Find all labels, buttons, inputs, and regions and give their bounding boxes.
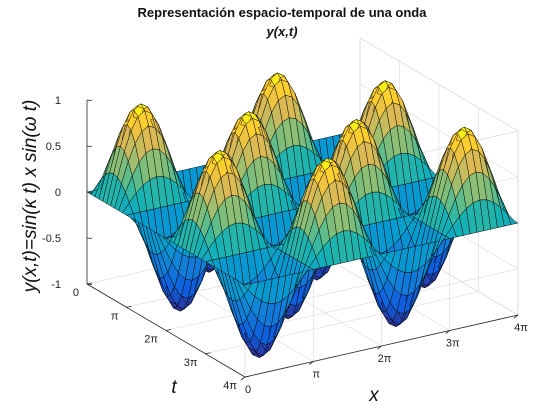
t-tick-label: 2π	[144, 334, 158, 346]
z-tick-label: -1	[51, 279, 61, 291]
x-axis-label: x	[368, 385, 380, 406]
z-tick	[86, 145, 93, 147]
surface-mesh	[86, 72, 519, 358]
x-tick-label: 4π	[514, 322, 528, 334]
z-tick-label: 1	[55, 95, 61, 107]
t-tick	[126, 305, 132, 308]
z-tick-label: 0	[55, 187, 61, 199]
z-axis-label: y(x,t)=sin(κ t) x sin(ω t)	[20, 100, 41, 295]
x-tick-label: 0	[245, 384, 251, 396]
surface-patch	[507, 213, 519, 225]
chart-subtitle: y(x,t)	[265, 24, 297, 39]
t-axis-label: t	[171, 377, 177, 398]
z-tick	[86, 99, 93, 101]
x-tick	[445, 330, 450, 334]
x-tick	[377, 345, 382, 350]
t-tick-label: 0	[73, 287, 79, 299]
t-tick	[165, 329, 172, 331]
tick-labels: -1 -0.5 0 0.5 1 0 π 2π 3π 4π 0 π 2π 3π 4π	[42, 95, 528, 396]
t-tick	[86, 282, 93, 285]
t-tick-label: 3π	[184, 357, 198, 369]
t-tick-label: π	[111, 310, 119, 322]
chart-title: Representación espacio-temporal de una o…	[138, 5, 428, 20]
box-edge	[359, 37, 519, 132]
z-tick-label: -0.5	[42, 233, 61, 245]
t-tick-label: 4π	[223, 380, 237, 392]
x-tick	[513, 314, 519, 319]
z-tick	[86, 237, 93, 239]
t-tick	[205, 352, 211, 355]
z-tick-label: 0.5	[46, 141, 61, 153]
t-tick	[244, 375, 251, 378]
x-tick-label: 2π	[378, 353, 392, 365]
x-tick	[240, 376, 246, 381]
z-tick	[86, 191, 93, 193]
x-tick-label: 3π	[446, 338, 460, 350]
x-tick	[309, 361, 314, 365]
x-tick-label: π	[312, 369, 320, 381]
